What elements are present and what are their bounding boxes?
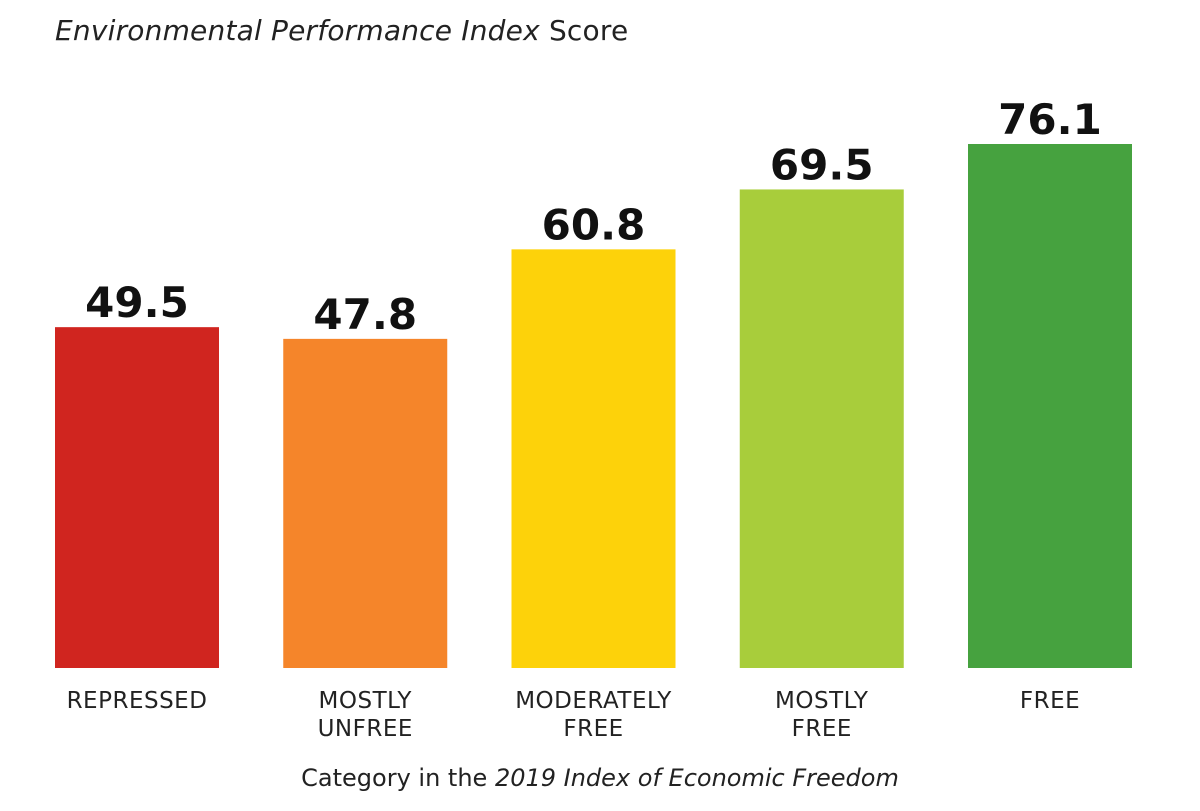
bar-2 [511, 249, 676, 668]
category-label-0-line-0: REPRESSED [67, 688, 208, 714]
bar-value-label-3: 69.5 [770, 140, 874, 189]
bar-value-label-4: 76.1 [998, 95, 1102, 144]
x-axis-title-normal: Category in the [301, 764, 495, 792]
bar-3 [739, 189, 904, 668]
category-label-1-line-1: UNFREE [318, 716, 413, 742]
bar-value-label-1: 47.8 [313, 290, 417, 339]
category-label-3-line-1: FREE [792, 716, 852, 742]
bar-0 [55, 327, 219, 668]
x-axis-title-italic: 2019 Index of Economic Freedom [494, 764, 899, 792]
x-axis-title: Category in the 2019 Index of Economic F… [0, 764, 1200, 792]
bar-4 [968, 144, 1132, 668]
category-label-3-line-0: MOSTLY [775, 688, 869, 714]
chart-title-normal: Score [539, 14, 629, 47]
bar-value-label-0: 49.5 [85, 278, 189, 327]
category-label-1-line-0: MOSTLY [319, 688, 413, 714]
category-label-2-line-0: MODERATELY [515, 688, 672, 714]
category-label-2-line-1: FREE [563, 716, 623, 742]
category-label-4-line-0: FREE [1020, 688, 1080, 714]
chart-title: Environmental Performance Index Score [55, 14, 628, 47]
chart-title-italic: Environmental Performance Index [55, 14, 540, 47]
bar-1 [283, 338, 448, 668]
bar-value-label-2: 60.8 [542, 200, 646, 249]
